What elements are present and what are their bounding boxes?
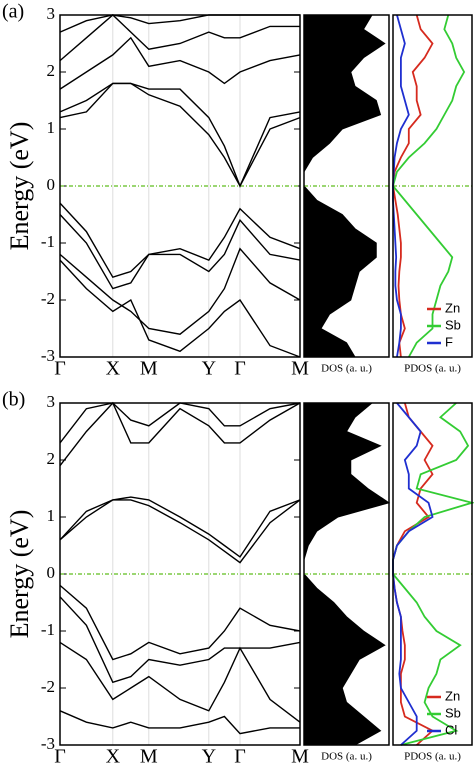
- plot-frame: [59, 402, 301, 746]
- legend-label: F: [445, 334, 453, 349]
- plot-frame: [392, 14, 473, 358]
- band-line: [59, 641, 301, 723]
- x-tick-label: Γ: [234, 746, 246, 766]
- y-axis-label: Energy (eV): [5, 122, 34, 251]
- legend-label: Sb: [445, 317, 461, 332]
- x-axis-label: DOS (a. u.): [321, 751, 372, 763]
- y-tick-label: -3: [41, 734, 55, 753]
- y-tick-label: 3: [47, 4, 56, 23]
- band-line: [59, 259, 301, 358]
- band-line: [59, 710, 300, 735]
- x-tick-label: X: [106, 358, 121, 380]
- x-axis-label: PDOS (a. u.): [404, 363, 461, 375]
- x-tick-label: Y: [202, 358, 216, 380]
- y-tick-label: -2: [41, 677, 55, 696]
- band-line: [59, 36, 301, 90]
- x-tick-label: M: [291, 746, 309, 766]
- y-tick-label: -2: [41, 289, 55, 308]
- y-tick-label: -3: [41, 346, 55, 365]
- y-tick-label: -1: [41, 620, 55, 639]
- x-tick-label: Γ: [54, 358, 66, 380]
- y-tick-label: 2: [47, 61, 56, 80]
- legend-label: Zn: [445, 688, 460, 703]
- y-tick-label: 1: [47, 506, 56, 525]
- panel-label: (a): [2, 1, 24, 23]
- band-line: [59, 82, 301, 188]
- y-axis-label: Energy (eV): [5, 510, 34, 639]
- legend-label: Cl: [445, 722, 457, 737]
- band-line: [59, 401, 301, 467]
- y-tick-label: 1: [47, 118, 56, 137]
- y-tick-label: 3: [47, 392, 56, 411]
- x-tick-label: M: [291, 358, 309, 380]
- band-line: [59, 202, 301, 279]
- x-tick-label: X: [106, 746, 121, 766]
- band-line: [59, 596, 301, 684]
- band-line: [59, 82, 301, 188]
- y-tick-label: 2: [47, 449, 56, 468]
- band-line: [59, 214, 301, 290]
- plot-frame: [392, 402, 473, 746]
- band-line: [59, 14, 300, 62]
- band-line: [59, 247, 301, 335]
- plot-frame: [303, 402, 390, 746]
- panel-label: (b): [2, 389, 25, 411]
- y-tick-label: 0: [47, 563, 56, 582]
- x-axis-label: PDOS (a. u.): [404, 751, 461, 763]
- x-tick-label: Γ: [234, 358, 246, 380]
- band-line: [59, 496, 301, 558]
- band-line: [59, 499, 301, 564]
- legend-label: Zn: [445, 300, 460, 315]
- y-tick-label: -1: [41, 232, 55, 251]
- band-line: [59, 584, 301, 661]
- y-tick-label: 0: [47, 175, 56, 194]
- x-axis-label: DOS (a. u.): [321, 363, 372, 375]
- x-tick-label: Y: [202, 746, 216, 766]
- x-tick-label: Γ: [54, 746, 66, 766]
- x-tick-label: M: [140, 746, 158, 766]
- x-tick-label: M: [140, 358, 158, 380]
- plot-frame: [303, 14, 390, 358]
- legend-label: Sb: [445, 705, 461, 720]
- plot-frame: [59, 14, 301, 358]
